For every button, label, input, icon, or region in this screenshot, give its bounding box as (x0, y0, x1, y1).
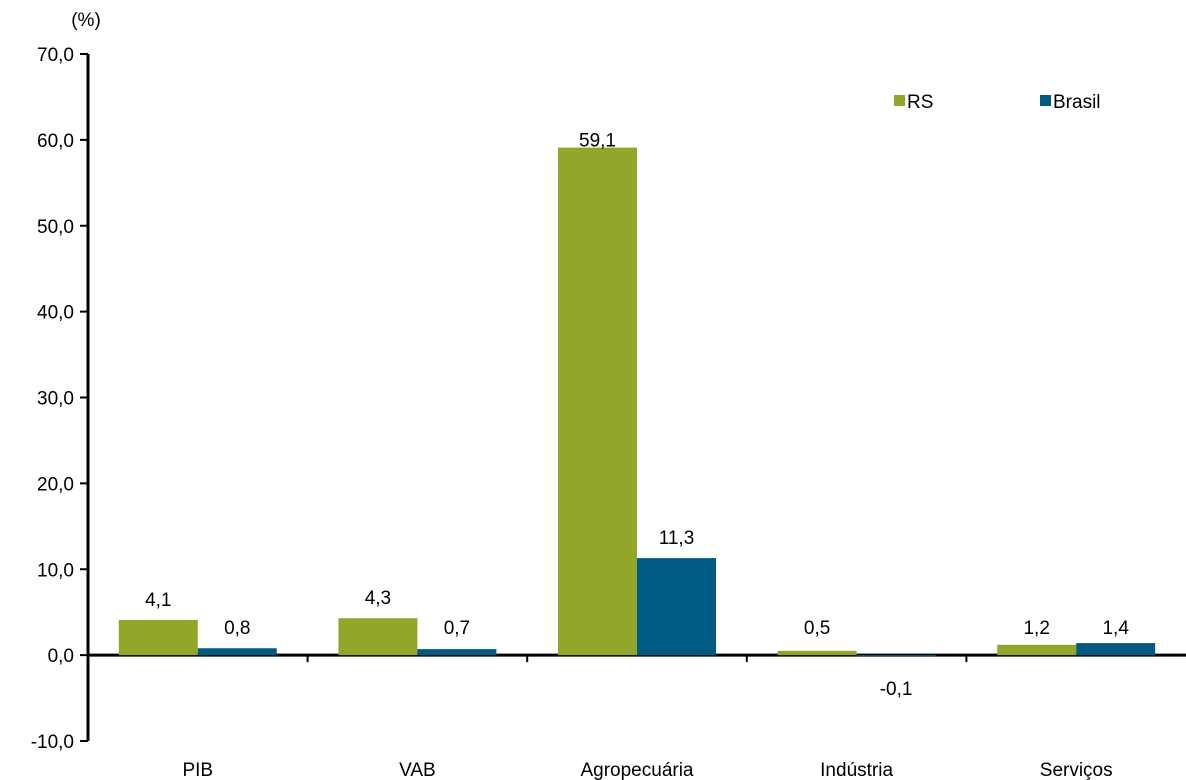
y-tick-label: 50,0 (37, 217, 74, 238)
data-labels: 4,1 4,3 59,1 0,5 1,2 0,8 0,7 11,3 -0,1 1,4 (145, 131, 1129, 701)
data-label-brasil: 0,8 (224, 618, 250, 639)
bar-brasil (856, 655, 936, 657)
data-label-brasil: -0,1 (880, 679, 913, 700)
legend-label: Brasil (1053, 92, 1101, 113)
bar-rs (997, 644, 1077, 656)
legend-label: RS (907, 92, 933, 113)
y-tick-label: 0,0 (48, 646, 74, 667)
data-label-brasil: 0,7 (444, 618, 470, 639)
data-label-brasil: 11,3 (659, 528, 695, 549)
bar-rs (777, 650, 857, 656)
bars (118, 147, 1156, 657)
y-axis: -10,0 0,0 10,0 20,0 30,0 40,0 50,0 60,0 70,0 (31, 45, 90, 753)
data-label-rs: 4,1 (145, 590, 171, 611)
y-axis-unit-label: (%) (71, 10, 101, 31)
y-tick-label: 20,0 (37, 474, 74, 495)
y-tick-label: 60,0 (37, 131, 74, 152)
y-tick-label: -10,0 (31, 732, 74, 753)
y-tick-label: 30,0 (37, 389, 74, 410)
x-category-label: Agropecuária (580, 760, 693, 780)
x-category-label: PIB (182, 760, 213, 780)
bar-brasil (637, 558, 716, 656)
x-axis: PIB VAB Agropecuária Indústria Serviços (88, 653, 1186, 780)
bar-rs (118, 619, 198, 656)
bar-rs (558, 147, 637, 656)
legend: RS Brasil (894, 92, 1101, 113)
x-category-label: Indústria (820, 760, 893, 780)
legend-swatch (1040, 95, 1051, 106)
bar-rs (338, 618, 418, 656)
bar-brasil (417, 649, 497, 656)
data-label-rs: 1,2 (1023, 618, 1049, 639)
data-label-rs: 4,3 (365, 588, 391, 609)
bar-brasil (1076, 643, 1156, 656)
x-category-label: VAB (399, 760, 436, 780)
data-label-brasil: 1,4 (1102, 618, 1129, 639)
bar-brasil (197, 648, 277, 656)
data-label-rs: 0,5 (804, 618, 830, 639)
y-tick-label: 70,0 (37, 45, 74, 66)
legend-swatch (894, 95, 905, 106)
y-tick-label: 10,0 (37, 560, 74, 581)
y-tick-label: 40,0 (37, 303, 74, 324)
data-label-rs: 59,1 (579, 131, 616, 152)
x-category-label: Serviços (1040, 760, 1113, 780)
